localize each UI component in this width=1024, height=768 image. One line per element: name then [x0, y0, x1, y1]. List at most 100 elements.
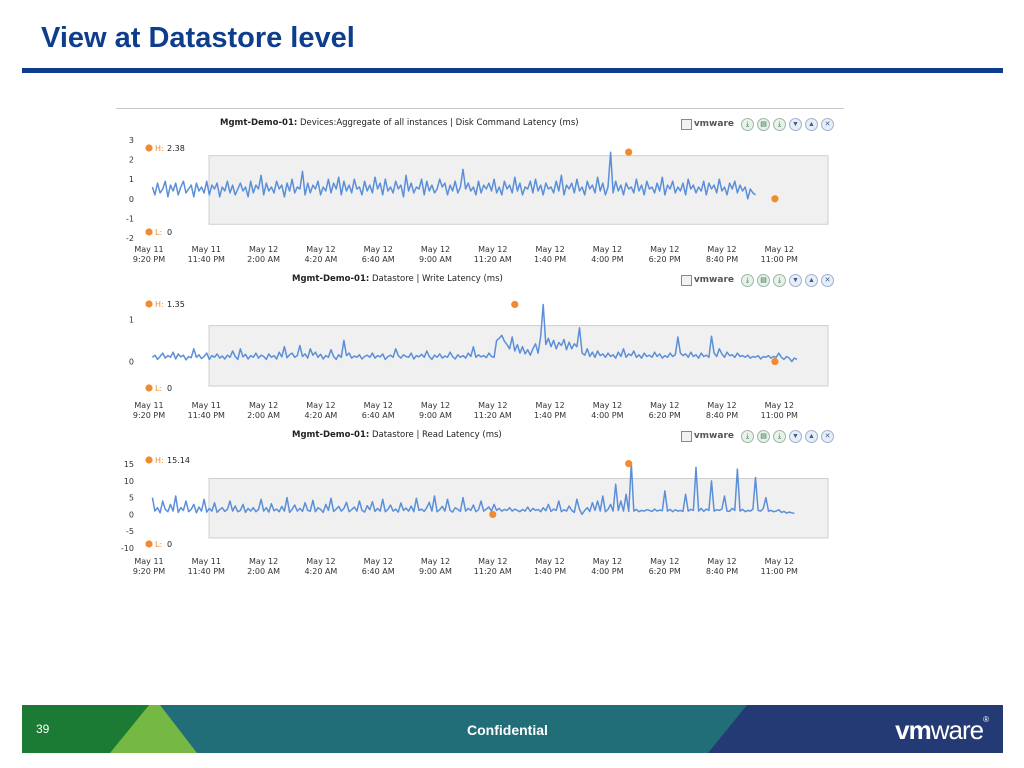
- close-icon[interactable]: ✕: [821, 273, 834, 287]
- x-tick-label: 11:20 AM: [474, 411, 512, 420]
- x-tick-label: 11:20 AM: [474, 255, 512, 264]
- x-tick-label: 9:00 AM: [419, 567, 452, 576]
- collapse-icon[interactable]: ▼: [789, 429, 802, 443]
- x-tick-label: May 12: [707, 401, 736, 410]
- vm-toggle-button[interactable]: vmware: [680, 274, 734, 286]
- panel-title: Mgmt-Demo-01: Datastore | Read Latency (…: [292, 430, 502, 440]
- x-tick-label: May 12: [249, 245, 278, 254]
- y-tick-label: 3: [129, 136, 134, 145]
- screenshot-top-rule: [116, 108, 844, 109]
- panel-title: Mgmt-Demo-01: Devices:Aggregate of all i…: [220, 118, 579, 128]
- x-tick-label: 9:00 AM: [419, 411, 452, 420]
- x-tick-label: May 12: [478, 245, 507, 254]
- x-tick-label: 9:20 PM: [133, 255, 165, 264]
- high-legend-dot: [145, 144, 153, 152]
- download-icon[interactable]: ⤓: [741, 273, 754, 287]
- x-tick-label: 4:00 PM: [591, 255, 623, 264]
- vm-toggle-button[interactable]: vmware: [680, 118, 734, 130]
- x-tick-label: 11:00 PM: [761, 567, 798, 576]
- x-tick-label: May 12: [364, 401, 393, 410]
- y-tick-label: 1: [129, 175, 134, 184]
- x-tick-label: 11:20 AM: [474, 567, 512, 576]
- download-csv-icon[interactable]: ⤓: [773, 429, 786, 443]
- collapse-icon[interactable]: ▼: [789, 273, 802, 287]
- x-tick-label: 9:20 PM: [133, 567, 165, 576]
- close-icon[interactable]: ✕: [821, 117, 834, 131]
- y-tick-label: 0: [129, 358, 134, 367]
- x-tick-label: 6:20 PM: [649, 255, 681, 264]
- download-icon[interactable]: ⤓: [741, 117, 754, 131]
- x-tick-label: 9:00 AM: [419, 255, 452, 264]
- x-tick-label: May 12: [535, 245, 564, 254]
- x-tick-label: 1:40 PM: [534, 255, 566, 264]
- x-tick-label: 4:20 AM: [304, 567, 337, 576]
- x-tick-label: 4:20 AM: [304, 255, 337, 264]
- x-tick-label: May 12: [478, 557, 507, 566]
- collapse-icon[interactable]: ▼: [789, 117, 802, 131]
- x-tick-label: May 11: [192, 245, 221, 254]
- chart-panel-write-latency: Mgmt-Demo-01: Datastore | Write Latency …: [116, 272, 844, 427]
- low-legend-label: L:: [155, 228, 162, 237]
- entity-name: Mgmt-Demo-01:: [220, 118, 298, 128]
- footer-green-band: [22, 705, 149, 753]
- x-tick-label: May 12: [306, 245, 335, 254]
- x-tick-label: May 11: [192, 557, 221, 566]
- x-tick-label: 8:40 PM: [706, 567, 738, 576]
- x-tick-label: May 12: [535, 401, 564, 410]
- x-tick-label: 2:00 AM: [247, 411, 280, 420]
- x-tick-label: May 12: [707, 557, 736, 566]
- x-tick-label: 2:00 AM: [247, 567, 280, 576]
- x-tick-label: May 12: [364, 245, 393, 254]
- x-tick-label: 1:40 PM: [534, 411, 566, 420]
- footer-teal-band: [22, 705, 747, 753]
- high-legend-dot: [145, 300, 153, 308]
- x-tick-label: 11:40 PM: [188, 255, 225, 264]
- close-icon[interactable]: ✕: [821, 429, 834, 443]
- entity-name: Mgmt-Demo-01:: [292, 430, 370, 440]
- export-icon[interactable]: ▤: [757, 429, 770, 443]
- x-tick-label: 11:00 PM: [761, 255, 798, 264]
- y-tick-label: -1: [126, 214, 134, 223]
- x-tick-label: 1:40 PM: [534, 567, 566, 576]
- expand-icon[interactable]: ▲: [805, 117, 818, 131]
- low-legend-label: L:: [155, 540, 162, 549]
- x-tick-label: May 12: [765, 557, 794, 566]
- latency-series-line: [151, 151, 756, 200]
- expand-icon[interactable]: ▲: [805, 273, 818, 287]
- x-tick-label: 8:40 PM: [706, 411, 738, 420]
- y-tick-label: -2: [126, 234, 134, 243]
- y-tick-label: -10: [121, 544, 134, 553]
- low-marker: [771, 195, 779, 203]
- high-legend-label: H:: [155, 456, 164, 465]
- x-tick-label: May 12: [707, 245, 736, 254]
- download-icon[interactable]: ⤓: [741, 429, 754, 443]
- entity-name: Mgmt-Demo-01:: [292, 274, 370, 284]
- panel-header: Mgmt-Demo-01: Devices:Aggregate of all i…: [116, 116, 844, 132]
- x-tick-label: 6:40 AM: [362, 567, 395, 576]
- x-tick-label: May 12: [306, 557, 335, 566]
- expand-icon[interactable]: ▲: [805, 429, 818, 443]
- x-tick-label: 6:40 AM: [362, 255, 395, 264]
- x-tick-label: May 12: [478, 401, 507, 410]
- y-tick-label: 5: [129, 494, 134, 503]
- latency-series-line: [151, 462, 795, 516]
- y-tick-label: 1: [129, 315, 134, 324]
- vm-toggle-button[interactable]: vmware: [680, 430, 734, 442]
- export-icon[interactable]: ▤: [757, 273, 770, 287]
- high-legend-label: H:: [155, 300, 164, 309]
- y-tick-label: 15: [124, 460, 134, 469]
- vm-toggle-icon: [680, 430, 692, 442]
- x-tick-label: May 12: [593, 245, 622, 254]
- download-csv-icon[interactable]: ⤓: [773, 117, 786, 131]
- panel-toolbar: vmware ⤓ ▤ ⤓ ▼ ▲ ✕: [680, 116, 834, 132]
- panel-toolbar: vmware ⤓ ▤ ⤓ ▼ ▲ ✕: [680, 272, 834, 288]
- footer-background: [22, 705, 1003, 753]
- y-tick-label: 0: [129, 510, 134, 519]
- download-csv-icon[interactable]: ⤓: [773, 273, 786, 287]
- x-tick-label: 6:20 PM: [649, 411, 681, 420]
- export-icon[interactable]: ▤: [757, 117, 770, 131]
- x-tick-label: May 12: [593, 401, 622, 410]
- x-tick-label: May 12: [765, 245, 794, 254]
